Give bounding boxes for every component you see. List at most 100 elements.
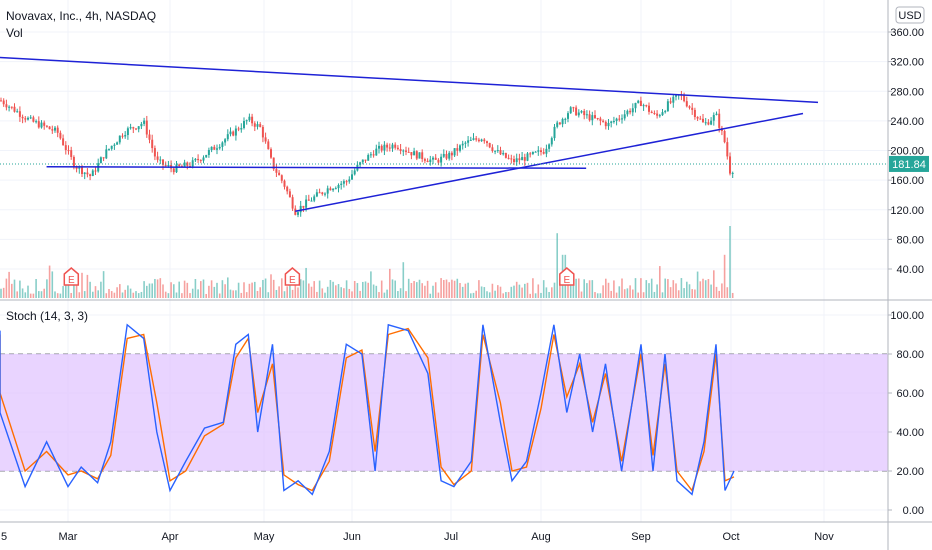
volume-bar bbox=[591, 280, 594, 298]
volume-bar bbox=[594, 292, 596, 298]
candle-body bbox=[143, 120, 146, 124]
volume-bar bbox=[623, 289, 626, 298]
currency-badge[interactable] bbox=[895, 6, 925, 24]
candle-body bbox=[324, 193, 326, 195]
volume-bar bbox=[529, 293, 531, 298]
candle-body bbox=[564, 118, 567, 120]
volume-bar bbox=[148, 283, 151, 298]
volume-bar bbox=[410, 282, 413, 298]
volume-bar bbox=[451, 279, 453, 298]
earnings-marker-label: E bbox=[289, 275, 296, 286]
volume-bar bbox=[491, 283, 494, 298]
volume-bar bbox=[583, 279, 585, 298]
volume-bar bbox=[164, 291, 167, 298]
candle-body bbox=[707, 122, 710, 125]
volume-bar bbox=[575, 278, 577, 298]
volume-bar bbox=[416, 282, 418, 298]
last-price-value: 181.84 bbox=[892, 159, 926, 171]
volume-bar bbox=[119, 284, 121, 298]
volume-bar bbox=[659, 266, 661, 298]
volume-bar bbox=[362, 281, 364, 298]
volume-bar bbox=[499, 286, 502, 298]
candle-body bbox=[326, 188, 329, 194]
volume-bar bbox=[699, 281, 702, 298]
volume-bar bbox=[472, 292, 475, 298]
volume-bar bbox=[483, 287, 486, 298]
price-tick-label: 240.00 bbox=[890, 116, 924, 128]
candle-body bbox=[637, 100, 640, 103]
volume-bar bbox=[232, 290, 234, 298]
volume-bar bbox=[540, 292, 542, 298]
candle-body bbox=[294, 208, 297, 215]
candle-body bbox=[432, 157, 434, 160]
volume-bar bbox=[89, 281, 91, 298]
volume-bar bbox=[200, 281, 202, 298]
candle-body bbox=[542, 152, 545, 154]
stoch-k-line bbox=[0, 323, 735, 496]
candle-body bbox=[318, 192, 321, 194]
trendlines bbox=[0, 56, 819, 212]
volume-bar bbox=[632, 289, 634, 298]
volume-bar bbox=[424, 285, 426, 298]
candle-body bbox=[426, 160, 429, 163]
volume-bar bbox=[694, 289, 696, 298]
volume-bar bbox=[464, 283, 467, 298]
stoch-tick-label: 60.00 bbox=[896, 388, 924, 400]
volume-bar bbox=[267, 292, 270, 298]
volume-bar bbox=[537, 284, 540, 298]
candle-body bbox=[410, 152, 413, 156]
volume-bar bbox=[383, 292, 386, 298]
candle-body bbox=[710, 120, 713, 125]
volume-bar bbox=[256, 290, 259, 298]
candle-body bbox=[669, 101, 672, 103]
candle-body bbox=[148, 134, 151, 140]
candle-body bbox=[675, 95, 677, 97]
volume-bar bbox=[343, 288, 345, 298]
candle-body bbox=[423, 159, 426, 161]
candle-body bbox=[218, 146, 221, 149]
candle-body bbox=[445, 153, 448, 159]
stoch-axis[interactable]: 100.00 80.00 60.00 40.00 20.00 0.00 bbox=[888, 310, 924, 517]
volume-bar bbox=[521, 287, 523, 298]
candle-body bbox=[51, 129, 54, 131]
volume-bar bbox=[704, 280, 707, 298]
candle-body bbox=[475, 138, 478, 140]
volume-bar bbox=[426, 280, 429, 298]
volume-bar bbox=[470, 293, 472, 298]
candle-body bbox=[693, 109, 696, 117]
volume-bar bbox=[642, 292, 645, 298]
candle-body bbox=[599, 118, 602, 121]
candle-body bbox=[550, 138, 553, 145]
volume-bar bbox=[599, 293, 602, 298]
volume-bar bbox=[691, 289, 693, 298]
volume-bar bbox=[297, 287, 299, 298]
candle-body bbox=[86, 172, 89, 175]
volume-bar bbox=[726, 287, 729, 298]
volume-bar bbox=[218, 293, 221, 298]
candle-body bbox=[502, 152, 505, 155]
volume-bar bbox=[710, 284, 712, 298]
volume-bar bbox=[353, 280, 356, 298]
volume-bar bbox=[248, 283, 251, 298]
volume-bar bbox=[154, 278, 156, 298]
candle-body bbox=[37, 121, 40, 128]
price-axis[interactable]: 360.00 320.00 280.00 240.00 200.00 160.00 120.… bbox=[888, 27, 924, 276]
trendline bbox=[0, 56, 819, 104]
candle-body bbox=[253, 123, 256, 127]
candle-body bbox=[43, 122, 46, 126]
candle-body bbox=[531, 151, 534, 154]
volume-bar bbox=[513, 285, 515, 298]
volume-bar bbox=[453, 280, 456, 298]
volume-bar bbox=[650, 278, 653, 298]
candle-body bbox=[515, 158, 518, 163]
time-tick-label: Apr bbox=[161, 531, 178, 543]
candle-body bbox=[21, 116, 24, 119]
candle-body bbox=[29, 117, 32, 119]
volume-bar bbox=[16, 291, 18, 298]
candle-body bbox=[245, 120, 248, 122]
volume-bar bbox=[213, 286, 216, 298]
volume-bar bbox=[518, 284, 521, 298]
volume-bar bbox=[602, 285, 604, 298]
time-axis[interactable]: 5 Mar Apr May Jun Jul Aug Sep Oct Nov bbox=[1, 531, 834, 543]
candle-body bbox=[521, 157, 524, 161]
